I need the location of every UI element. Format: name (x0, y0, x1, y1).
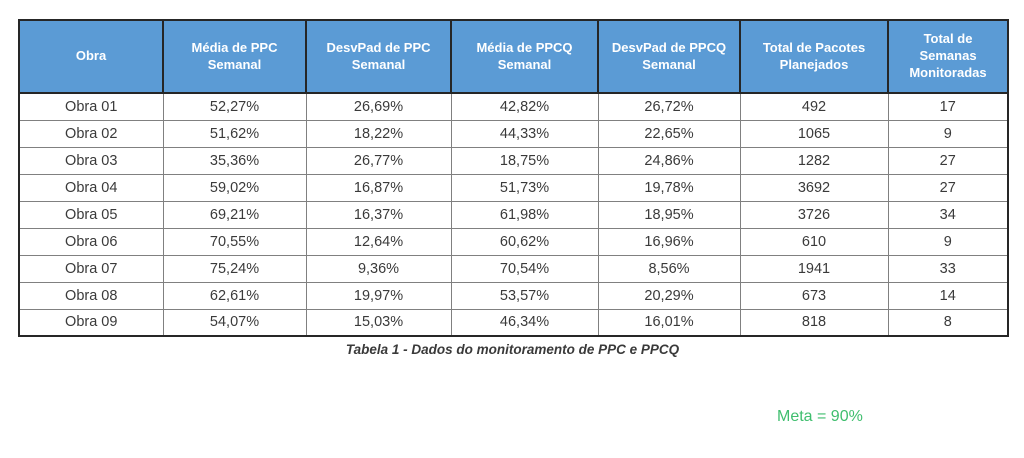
table-row: Obra 02 51,62% 18,22% 44,33% 22,65% 1065 9 (18, 119, 1009, 148)
value-cell: 35,36% (162, 146, 307, 175)
value-cell: 27 (887, 146, 1009, 175)
value-cell: 26,69% (305, 92, 452, 121)
column-header: Total de Pacotes Planejados (739, 19, 889, 94)
row-label-cell: Obra 03 (18, 146, 164, 175)
meta-target-label: Meta = 90% (777, 408, 863, 425)
row-label-cell: Obra 02 (18, 119, 164, 148)
value-cell: 70,55% (162, 227, 307, 256)
value-cell: 70,54% (450, 254, 599, 283)
value-cell: 22,65% (597, 119, 741, 148)
table-body: Obra 01 52,27% 26,69% 42,82% 26,72% 492 17 Obra… (18, 92, 1009, 337)
value-cell: 9,36% (305, 254, 452, 283)
value-cell: 12,64% (305, 227, 452, 256)
column-header: Média de PPCQ Semanal (450, 19, 599, 94)
value-cell: 9 (887, 227, 1009, 256)
table-row: Obra 04 59,02% 16,87% 51,73% 19,78% 3692 27 (18, 173, 1009, 202)
value-cell: 610 (739, 227, 889, 256)
value-cell: 492 (739, 92, 889, 121)
value-cell: 17 (887, 92, 1009, 121)
value-cell: 8 (887, 308, 1009, 337)
row-label-cell: Obra 09 (18, 308, 164, 337)
value-cell: 51,62% (162, 119, 307, 148)
table-header-row: Obra Média de PPC Semanal DesvPad de PPC S… (18, 19, 1009, 94)
row-label-cell: Obra 08 (18, 281, 164, 310)
value-cell: 46,34% (450, 308, 599, 337)
table-row: Obra 05 69,21% 16,37% 61,98% 18,95% 3726 34 (18, 200, 1009, 229)
row-label-cell: Obra 06 (18, 227, 164, 256)
value-cell: 75,24% (162, 254, 307, 283)
value-cell: 1065 (739, 119, 889, 148)
value-cell: 59,02% (162, 173, 307, 202)
table-caption: Tabela 1 - Dados do monitoramento de PPC… (345, 342, 680, 357)
row-label-cell: Obra 07 (18, 254, 164, 283)
row-label-cell: Obra 01 (18, 92, 164, 121)
monitoring-table-figure: Obra Média de PPC Semanal DesvPad de PPC S… (18, 19, 1009, 357)
column-header: Obra (18, 19, 164, 94)
table-row: Obra 07 75,24% 9,36% 70,54% 8,56% 1941 33 (18, 254, 1009, 283)
value-cell: 18,22% (305, 119, 452, 148)
row-label-cell: Obra 04 (18, 173, 164, 202)
value-cell: 18,95% (597, 200, 741, 229)
value-cell: 44,33% (450, 119, 599, 148)
value-cell: 16,96% (597, 227, 741, 256)
value-cell: 818 (739, 308, 889, 337)
value-cell: 42,82% (450, 92, 599, 121)
table-row: Obra 03 35,36% 26,77% 18,75% 24,86% 1282 27 (18, 146, 1009, 175)
value-cell: 24,86% (597, 146, 741, 175)
table-row: Obra 09 54,07% 15,03% 46,34% 16,01% 818 8 (18, 308, 1009, 337)
value-cell: 8,56% (597, 254, 741, 283)
value-cell: 60,62% (450, 227, 599, 256)
value-cell: 15,03% (305, 308, 452, 337)
value-cell: 14 (887, 281, 1009, 310)
row-label-cell: Obra 05 (18, 200, 164, 229)
value-cell: 26,72% (597, 92, 741, 121)
value-cell: 19,78% (597, 173, 741, 202)
value-cell: 33 (887, 254, 1009, 283)
value-cell: 62,61% (162, 281, 307, 310)
value-cell: 52,27% (162, 92, 307, 121)
table-row: Obra 01 52,27% 26,69% 42,82% 26,72% 492 17 (18, 92, 1009, 121)
column-header: DesvPad de PPC Semanal (305, 19, 452, 94)
value-cell: 53,57% (450, 281, 599, 310)
column-header: Total de Semanas Monitoradas (887, 19, 1009, 94)
value-cell: 69,21% (162, 200, 307, 229)
value-cell: 19,97% (305, 281, 452, 310)
column-header: DesvPad de PPCQ Semanal (597, 19, 741, 94)
value-cell: 20,29% (597, 281, 741, 310)
ppc-ppcq-table: Obra Média de PPC Semanal DesvPad de PPC S… (18, 19, 1009, 337)
table-row: Obra 06 70,55% 12,64% 60,62% 16,96% 610 9 (18, 227, 1009, 256)
value-cell: 9 (887, 119, 1009, 148)
column-header: Média de PPC Semanal (162, 19, 307, 94)
value-cell: 1282 (739, 146, 889, 175)
value-cell: 18,75% (450, 146, 599, 175)
value-cell: 51,73% (450, 173, 599, 202)
value-cell: 673 (739, 281, 889, 310)
value-cell: 61,98% (450, 200, 599, 229)
value-cell: 1941 (739, 254, 889, 283)
value-cell: 16,01% (597, 308, 741, 337)
value-cell: 26,77% (305, 146, 452, 175)
value-cell: 54,07% (162, 308, 307, 337)
value-cell: 27 (887, 173, 1009, 202)
value-cell: 16,87% (305, 173, 452, 202)
value-cell: 3692 (739, 173, 889, 202)
value-cell: 3726 (739, 200, 889, 229)
table-row: Obra 08 62,61% 19,97% 53,57% 20,29% 673 14 (18, 281, 1009, 310)
value-cell: 34 (887, 200, 1009, 229)
value-cell: 16,37% (305, 200, 452, 229)
